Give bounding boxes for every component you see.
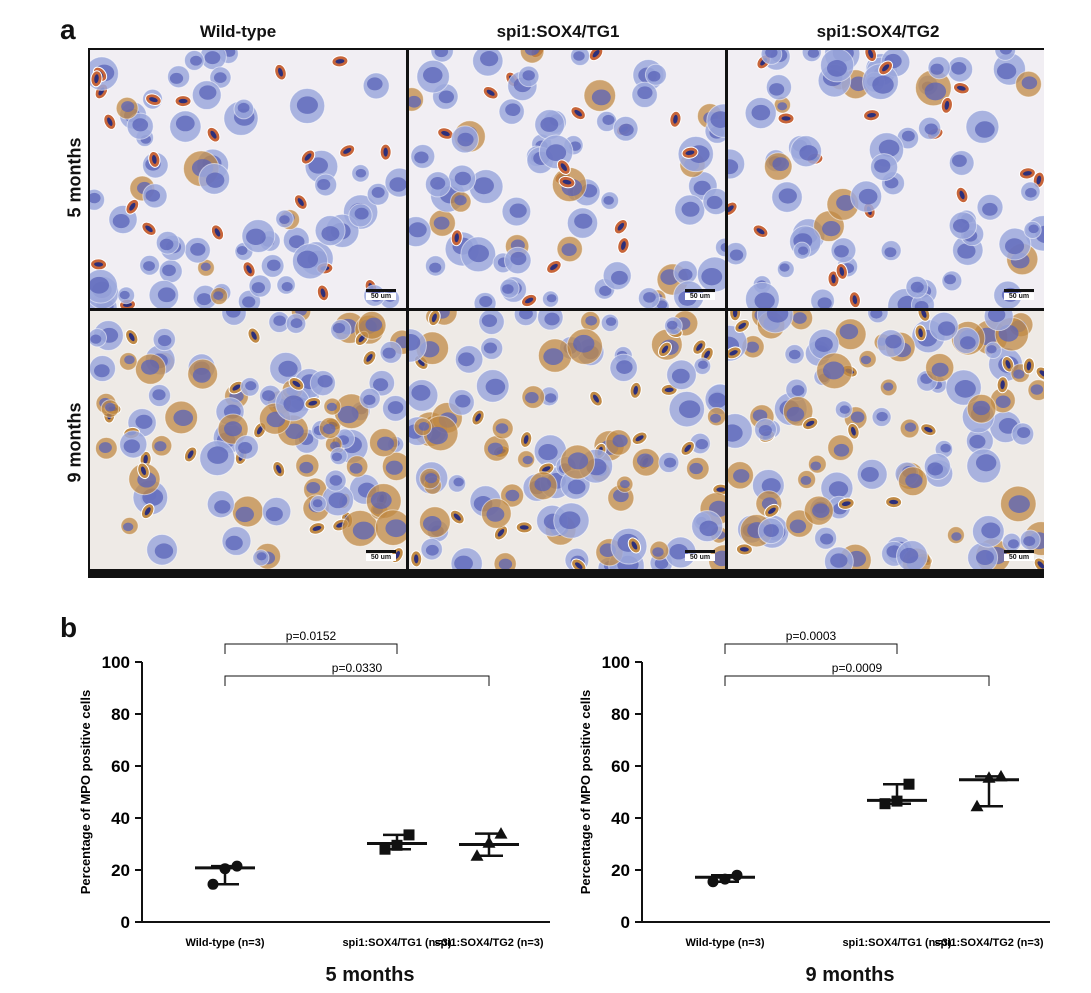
- x-category-label: spi1:SOX4/TG2 (n=3): [934, 937, 1043, 949]
- row-label-9-months: 9 months: [64, 402, 85, 483]
- scale-bar: 50 um: [685, 550, 715, 561]
- scale-bar: 50 um: [366, 550, 396, 561]
- column-header-tg2: spi1:SOX4/TG2: [816, 22, 940, 41]
- data-point: [391, 839, 403, 851]
- significance-bracket: [724, 643, 898, 654]
- micrograph-5-months-tg1: 50 um: [409, 50, 725, 308]
- significance-bracket: [724, 675, 990, 686]
- data-point: [231, 860, 243, 872]
- p-value-label: p=0.0009: [832, 661, 883, 675]
- scale-bar-line: [1004, 550, 1034, 553]
- y-tick-label: 40: [111, 809, 130, 828]
- chart-title-5-months: 5 months: [325, 964, 415, 986]
- scale-bar: 50 um: [366, 289, 396, 300]
- p-value-label: p=0.0152: [286, 629, 337, 643]
- micrograph-9-months-tg1: 50 um: [409, 311, 725, 569]
- y-axis-label: Percentage of MPO positive cells: [578, 690, 593, 894]
- scale-bar-label: 50 um: [366, 293, 396, 300]
- data-point: [879, 798, 891, 810]
- data-point: [891, 795, 903, 807]
- scale-bar-line: [685, 289, 715, 292]
- micrograph-9-months-tg2: 50 um: [728, 311, 1044, 569]
- significance-bracket: [224, 675, 490, 686]
- x-category-label: spi1:SOX4/TG1 (n=3): [342, 937, 451, 949]
- data-point: [379, 843, 391, 855]
- x-category-label: spi1:SOX4/TG1 (n=3): [842, 937, 951, 949]
- data-point: [494, 827, 508, 839]
- chart-title-9-months: 9 months: [805, 964, 895, 986]
- data-point: [707, 876, 719, 888]
- scale-bar: 50 um: [1004, 550, 1034, 561]
- column-header-wild-type: Wild-type: [199, 22, 277, 41]
- micrograph-grid: 50 um 50 um 50 um 50 um 50 um 50 um: [88, 48, 1044, 578]
- scale-bar-label: 50 um: [1004, 554, 1034, 561]
- y-tick-label: 60: [111, 757, 130, 776]
- scale-bar-label: 50 um: [1004, 293, 1034, 300]
- x-category-label: spi1:SOX4/TG2 (n=3): [434, 937, 543, 949]
- scale-bar-label: 50 um: [685, 293, 715, 300]
- y-tick-label: 20: [111, 861, 130, 880]
- significance-bracket: [224, 643, 398, 654]
- data-point: [207, 878, 219, 890]
- p-value-label: p=0.0003: [786, 629, 837, 643]
- y-tick-label: 0: [621, 913, 630, 932]
- chart-5-months: 0 20 40 60 80 100 Percentage of MPO positive c…: [78, 629, 550, 949]
- y-tick-label: 40: [611, 809, 630, 828]
- y-tick-label: 0: [121, 913, 130, 932]
- y-tick-label: 100: [102, 653, 130, 672]
- data-point: [903, 778, 915, 790]
- micrograph-5-months-tg2: 50 um: [728, 50, 1044, 308]
- y-tick-label: 60: [611, 757, 630, 776]
- data-point: [482, 836, 496, 848]
- micrograph-9-months-wild-type: 50 um: [90, 311, 406, 569]
- y-tick-label: 20: [611, 861, 630, 880]
- data-point: [219, 863, 231, 875]
- y-tick-label: 100: [602, 653, 630, 672]
- x-category-label: Wild-type (n=3): [685, 937, 764, 949]
- scale-bar-label: 50 um: [685, 554, 715, 561]
- data-point: [970, 799, 984, 812]
- data-point: [470, 849, 484, 861]
- x-category-label: Wild-type (n=3): [185, 937, 264, 949]
- panel-b-letter: b: [60, 612, 78, 643]
- y-axis-label: Percentage of MPO positive cells: [78, 690, 93, 894]
- scale-bar-line: [366, 289, 396, 292]
- chart-9-months: 0 20 40 60 80 100 Percentage of MPO positive c…: [578, 629, 1050, 949]
- scale-bar-line: [366, 550, 396, 553]
- y-tick-label: 80: [611, 705, 630, 724]
- panel-a-letter: a: [60, 14, 76, 45]
- scale-bar-label: 50 um: [366, 554, 396, 561]
- data-point: [731, 869, 743, 881]
- scale-bar-line: [1004, 289, 1034, 292]
- data-point: [982, 771, 996, 783]
- column-header-tg1: spi1:SOX4/TG1: [496, 22, 620, 41]
- micrograph-5-months-wild-type: 50 um: [90, 50, 406, 308]
- scale-bar: 50 um: [1004, 289, 1034, 300]
- row-label-5-months: 5 months: [64, 137, 85, 218]
- data-point: [719, 873, 731, 885]
- scale-bar: 50 um: [685, 289, 715, 300]
- scale-bar-line: [685, 550, 715, 553]
- data-point: [994, 769, 1008, 782]
- y-tick-label: 80: [111, 705, 130, 724]
- p-value-label: p=0.0330: [332, 661, 383, 675]
- data-point: [403, 829, 415, 841]
